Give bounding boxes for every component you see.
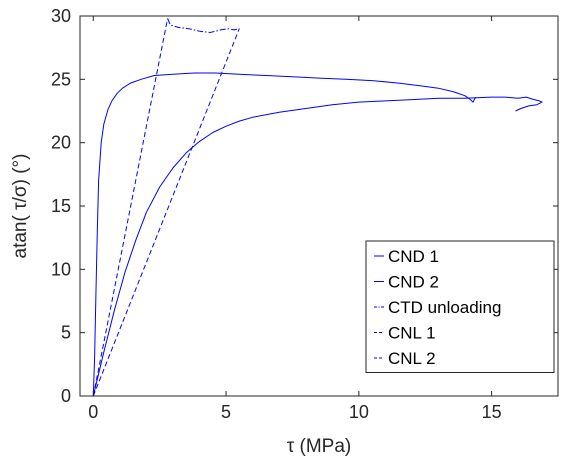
legend-label: CND 2 (388, 273, 439, 292)
legend-label: CND 1 (388, 247, 439, 266)
y-tick-label: 30 (51, 6, 71, 26)
x-axis-label: τ (MPa) (287, 436, 352, 457)
plot-area (92, 18, 543, 396)
x-tick-label: 10 (349, 402, 369, 422)
y-tick-label: 20 (51, 133, 71, 153)
legend: CND 1 CND 2 CTD unloading CNL 1 CNL 2 (365, 240, 555, 373)
legend-label: CNL 1 (388, 324, 436, 343)
y-axis-label: atan( τ/σ) (°) (10, 154, 31, 259)
series-line-cnd-2 (92, 96, 543, 396)
legend-label: CTD unloading (388, 298, 501, 317)
legend-box (365, 240, 555, 373)
y-tick-label: 10 (51, 259, 71, 279)
series-line-cnl-1 (92, 18, 169, 396)
x-tick-label: 0 (88, 402, 98, 422)
legend-label: CNL 2 (388, 349, 436, 368)
y-axis: 0 5 10 15 20 25 30 (51, 6, 558, 406)
y-tick-label: 25 (51, 69, 71, 89)
x-tick-label: 5 (221, 402, 231, 422)
x-tick-label: 15 (482, 402, 502, 422)
y-tick-label: 15 (51, 196, 71, 216)
series-line-cnd-1 (92, 72, 477, 396)
y-tick-label: 5 (61, 323, 71, 343)
series-line-ctd-unloading (167, 18, 240, 33)
x-axis: 0 5 10 15 (88, 16, 502, 422)
series-line-cnl-2 (92, 28, 240, 396)
y-tick-label: 0 (61, 386, 71, 406)
